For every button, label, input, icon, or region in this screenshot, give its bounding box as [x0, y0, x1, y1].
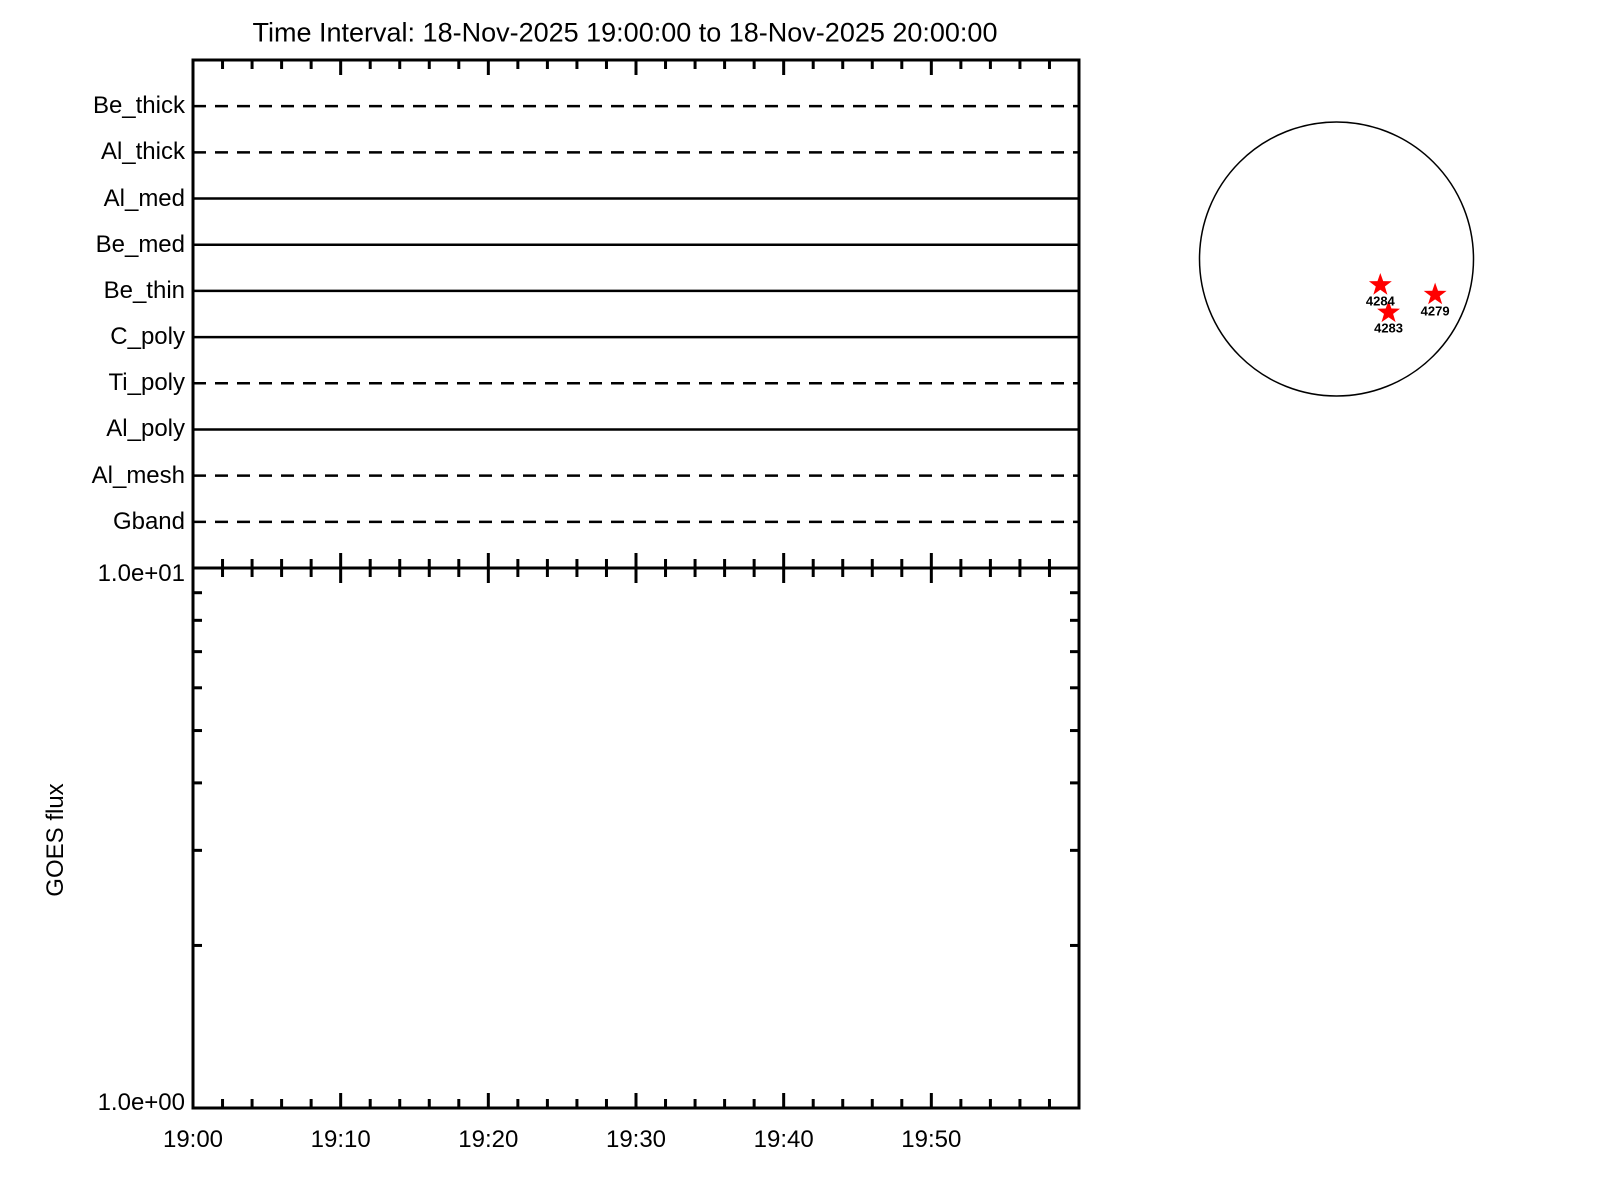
goes-xtick-19:30: 19:30	[605, 1126, 667, 1153]
goes-yaxis-title: GOES flux	[42, 783, 69, 897]
active-region-star-4283	[1377, 300, 1400, 323]
filter-label-Al_thick: Al_thick	[100, 138, 185, 166]
goes-ytick-top: 1.0e+01	[97, 560, 185, 587]
filter-label-C_poly: C_poly	[110, 323, 185, 351]
filter-lines-group	[193, 104, 1079, 524]
goes-xtick-19:40: 19:40	[753, 1126, 814, 1153]
goes-xtick-19:20: 19:20	[458, 1126, 519, 1153]
filter-label-Be_med: Be_med	[95, 230, 185, 258]
active-region-label-4284: 4284	[1365, 293, 1395, 309]
goes-panel-frame	[191, 566, 1081, 1110]
filter-panel-frame	[191, 58, 1081, 570]
filter-label-Ti_poly: Ti_poly	[108, 369, 185, 397]
active-region-label-4283: 4283	[1374, 320, 1404, 336]
active-region-markers-group	[1368, 273, 1447, 323]
axis-ticks-group	[191, 60, 1081, 1108]
filter-label-Al_mesh: Al_mesh	[91, 461, 185, 489]
filter-label-Al_poly: Al_poly	[106, 415, 185, 443]
goes-xtick-19:50: 19:50	[901, 1126, 962, 1153]
filter-label-Al_med: Al_med	[103, 184, 185, 212]
filter-label-Gband: Gband	[112, 507, 185, 535]
filter-label-Be_thick: Be_thick	[92, 92, 185, 120]
goes-xtick-19:10: 19:10	[310, 1126, 371, 1153]
filter-label-Be_thin: Be_thin	[103, 276, 185, 304]
solar-disk-circle	[1198, 121, 1475, 397]
active-region-label-4279: 4279	[1420, 303, 1450, 319]
active-region-star-4284	[1368, 273, 1392, 295]
goes-ytick-bottom: 1.0e+00	[97, 1089, 185, 1116]
plot-title: Time Interval: 18-Nov-2025 19:00:00 to 1…	[252, 17, 998, 48]
goes-xtick-19:00: 19:00	[162, 1126, 224, 1153]
active-region-star-4279	[1423, 282, 1447, 305]
